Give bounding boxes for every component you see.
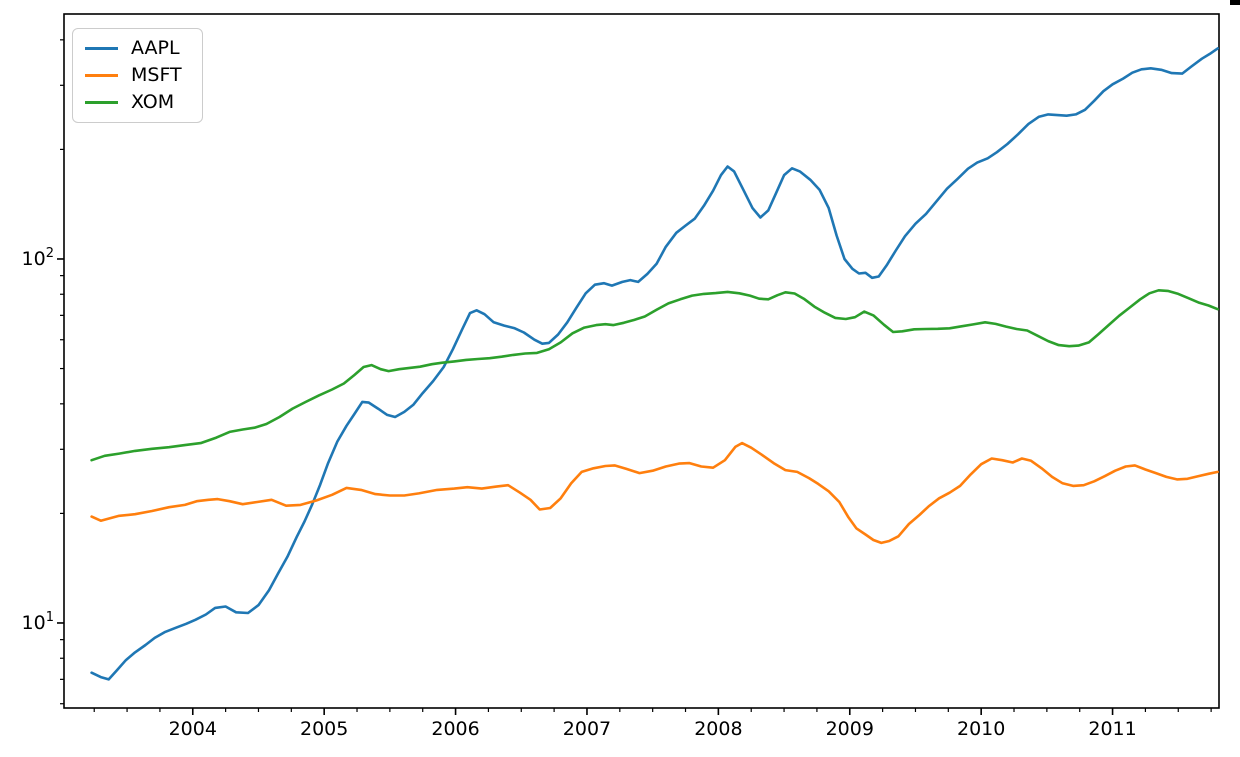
legend-line-aapl-icon (85, 47, 118, 50)
legend-item-xom: XOM (85, 93, 190, 112)
legend-line-xom-icon (85, 101, 118, 104)
legend-item-aapl: AAPL (85, 39, 190, 58)
y-tick-label-10e2: 102 (22, 246, 54, 270)
x-tick-label-2009: 2009 (826, 718, 874, 740)
series-line-msft (90, 441, 1219, 545)
legend-item-msft: MSFT (85, 66, 190, 85)
legend-label-xom: XOM (131, 91, 175, 113)
legend-label-msft: MSFT (131, 64, 182, 86)
corner-artifact (1230, 0, 1240, 5)
x-tick-label-2004: 2004 (169, 718, 217, 740)
series-line-xom (90, 289, 1219, 462)
x-tick-label-2005: 2005 (300, 718, 348, 740)
legend: AAPL MSFT XOM (72, 28, 203, 123)
legend-line-msft-icon (85, 74, 118, 77)
legend-label-aapl: AAPL (131, 37, 180, 59)
x-tick-label-2011: 2011 (1088, 718, 1136, 740)
series-line-aapl (90, 47, 1219, 681)
y-tick-label-10e1: 101 (22, 610, 54, 634)
plot-border (63, 13, 1220, 709)
x-tick-label-2007: 2007 (563, 718, 611, 740)
x-tick-label-2010: 2010 (957, 718, 1005, 740)
x-tick-label-2006: 2006 (431, 718, 479, 740)
x-tick-label-2008: 2008 (694, 718, 742, 740)
